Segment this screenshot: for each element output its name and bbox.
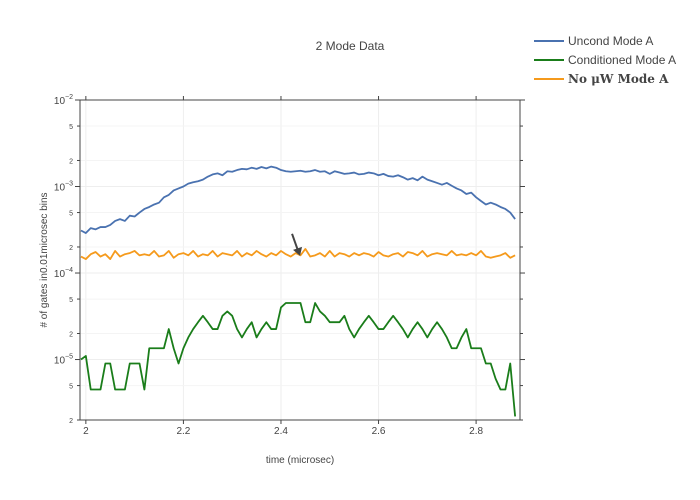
y-minor-tick-label: 2 bbox=[69, 245, 73, 252]
legend-label-no-uw: No μW Mode A bbox=[568, 72, 669, 86]
x-tick-label: 2.8 bbox=[469, 426, 483, 437]
series-line-uncond bbox=[80, 165, 516, 234]
chart-title: 2 Mode Data bbox=[316, 39, 385, 53]
y-axis-title: # of gates in0.01microsec bins bbox=[39, 192, 50, 327]
grid-layer bbox=[80, 99, 520, 421]
y-tick-label: 10−3 bbox=[54, 181, 73, 194]
y-minor-tick-label: 2 bbox=[69, 158, 73, 165]
x-tick-label: 2.4 bbox=[274, 426, 288, 437]
plot-area bbox=[80, 100, 520, 420]
legend-item-conditioned[interactable]: Conditioned Mode A bbox=[534, 53, 676, 67]
legend: Uncond Mode A Conditioned Mode A No μW M… bbox=[534, 34, 676, 86]
y-minor-tick-label: 5 bbox=[69, 297, 73, 304]
legend-label-uncond: Uncond Mode A bbox=[568, 34, 653, 48]
x-tick-label: 2 bbox=[83, 426, 89, 437]
axis-layer: 2 2.2 2.4 2.6 2.8 10−2 10−3 10−4 10−5 5 2 5 2 5 2 5 2 bbox=[54, 94, 525, 437]
y-minor-tick-label: 2 bbox=[69, 331, 73, 338]
series-line-conditioned bbox=[80, 302, 517, 417]
y-minor-tick-label: 5 bbox=[69, 124, 73, 131]
x-tick-label: 2.6 bbox=[372, 426, 386, 437]
legend-item-no-uw[interactable]: No μW Mode A bbox=[534, 72, 669, 86]
series-line-no-uw bbox=[80, 248, 516, 260]
y-minor-tick-label: 5 bbox=[69, 384, 73, 391]
x-tick-label: 2.2 bbox=[176, 426, 190, 437]
annotation-layer bbox=[291, 233, 303, 256]
y-tick-label: 10−4 bbox=[54, 267, 73, 280]
annotation-arrow-head bbox=[293, 246, 303, 256]
y-minor-tick-label: 2 bbox=[69, 418, 73, 425]
y-tick-label: 10−5 bbox=[54, 354, 73, 367]
series-layer bbox=[80, 165, 517, 417]
y-tick-label: 10−2 bbox=[54, 94, 73, 107]
legend-label-conditioned: Conditioned Mode A bbox=[568, 53, 676, 67]
x-axis-title: time (microsec) bbox=[266, 455, 334, 466]
annotation-arrow-shaft bbox=[291, 233, 299, 252]
legend-item-uncond[interactable]: Uncond Mode A bbox=[534, 34, 653, 48]
y-minor-tick-label: 5 bbox=[69, 211, 73, 218]
